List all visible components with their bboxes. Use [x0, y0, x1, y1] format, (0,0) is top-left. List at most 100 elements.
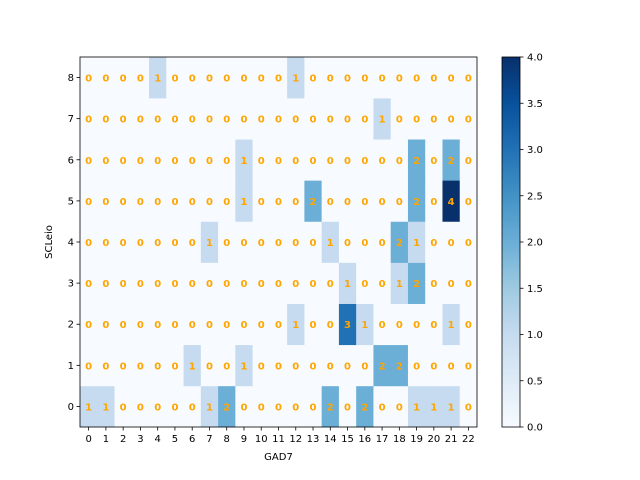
- heatmap-cell: [80, 139, 98, 181]
- cell-value-label: 0: [206, 320, 213, 331]
- cell-value-label: 2: [413, 279, 420, 290]
- cell-value-label: 0: [465, 361, 472, 372]
- heatmap-cell: [149, 262, 167, 304]
- heatmap-cell: [269, 98, 288, 140]
- cell-value-label: 0: [189, 74, 196, 85]
- y-tick-label: 4: [68, 238, 74, 249]
- x-tick-label: 11: [272, 434, 285, 445]
- cell-value-label: 0: [154, 361, 161, 372]
- cell-value-label: 0: [171, 115, 178, 126]
- x-tick-label: 3: [137, 434, 143, 445]
- heatmap-cell: [338, 221, 357, 263]
- heatmap-cell: [114, 180, 133, 222]
- cell-value-label: 0: [379, 402, 386, 413]
- cell-value-label: 0: [154, 402, 161, 413]
- heatmap-cell: [287, 221, 305, 263]
- colorbar-tick-label: 4.0: [527, 53, 543, 64]
- cell-value-label: 0: [258, 238, 265, 249]
- cell-value-label: 0: [137, 156, 144, 167]
- cell-value-label: 1: [448, 402, 455, 413]
- heatmap-cell: [200, 98, 219, 140]
- cell-value-label: 1: [189, 361, 196, 372]
- heatmap-cell: [269, 139, 288, 181]
- heatmap-cell: [269, 57, 288, 99]
- heatmap-cell: [442, 98, 461, 140]
- y-tick-label: 3: [68, 279, 74, 290]
- cell-value-label: 0: [327, 320, 334, 331]
- cell-value-label: 0: [275, 361, 282, 372]
- heatmap-cell: [269, 221, 288, 263]
- heatmap-cell: [218, 303, 236, 346]
- heatmap-cell: [80, 385, 98, 428]
- heatmap-cell: [407, 385, 426, 428]
- cell-value-label: 2: [310, 197, 317, 208]
- cell-value-label: 0: [327, 197, 334, 208]
- heatmap-cell: [252, 303, 271, 346]
- heatmap-cell: [252, 139, 271, 181]
- cell-annotations: 1 1 0 0 0 0 0 1 2 0 0 0 0 0 2 0 2 0 0 1 1 1 00 0 0 0 0 0 1 0 0 1 0 0 0 0 0 0 0…: [85, 74, 472, 414]
- heatmap-cell: [321, 344, 340, 387]
- cell-value-label: 0: [275, 115, 282, 126]
- x-tick-label: 16: [358, 434, 371, 445]
- cell-value-label: 0: [171, 74, 178, 85]
- heatmap-cell: [407, 57, 426, 99]
- heatmap-cell: [373, 98, 391, 140]
- cell-value-label: 0: [258, 320, 265, 331]
- cell-value-label: 0: [120, 402, 127, 413]
- heatmap-cell: [97, 385, 115, 428]
- cell-value-label: 0: [413, 74, 420, 85]
- heatmap-cell: [338, 139, 357, 181]
- heatmap-cell: [218, 139, 236, 181]
- heatmap-cell: [149, 344, 167, 387]
- cell-value-label: 0: [85, 115, 92, 126]
- x-axis-label: GAD7: [264, 452, 293, 463]
- cell-value-label: 0: [120, 279, 127, 290]
- cell-value-label: 0: [154, 115, 161, 126]
- heatmap-cell: [149, 139, 167, 181]
- heatmap-cell: [166, 180, 184, 222]
- cell-value-label: 1: [327, 238, 334, 249]
- x-tick-label: 7: [206, 434, 212, 445]
- cell-value-label: 0: [137, 115, 144, 126]
- heatmap-cell: [183, 344, 202, 387]
- heatmap-cell: [183, 180, 202, 222]
- heatmap-cell: [304, 385, 322, 428]
- heatmap-cell: [97, 180, 115, 222]
- cell-value-label: 0: [310, 156, 317, 167]
- cell-value-label: 0: [448, 74, 455, 85]
- heatmap-cell: [269, 262, 288, 304]
- heatmap-cell: [235, 385, 253, 428]
- heatmap-cell: [442, 262, 461, 304]
- cell-value-label: 0: [396, 320, 403, 331]
- cell-value-label: 0: [120, 156, 127, 167]
- cell-value-label: 0: [120, 74, 127, 85]
- cell-value-label: 0: [379, 279, 386, 290]
- x-tick-label: 5: [172, 434, 178, 445]
- heatmap-cell: [459, 385, 478, 428]
- cell-value-label: 0: [430, 320, 437, 331]
- cell-value-label: 1: [344, 279, 351, 290]
- heatmap-cell: [304, 344, 322, 387]
- heatmap-cell: [235, 98, 253, 140]
- heatmap-cell: [80, 344, 98, 387]
- cell-value-label: 1: [430, 402, 437, 413]
- cell-value-label: 0: [258, 74, 265, 85]
- heatmap-cell: [321, 57, 340, 99]
- cell-value-label: 0: [258, 115, 265, 126]
- heatmap-cell: [269, 180, 288, 222]
- heatmap-cell: [356, 139, 374, 181]
- cell-value-label: 0: [171, 197, 178, 208]
- cell-value-label: 0: [137, 197, 144, 208]
- cell-value-label: 0: [396, 115, 403, 126]
- heatmap-cell: [149, 98, 167, 140]
- cell-value-label: 1: [240, 197, 247, 208]
- cell-value-label: 0: [292, 115, 299, 126]
- heatmap-cell: [114, 303, 133, 346]
- cell-value-label: 0: [448, 238, 455, 249]
- cell-value-label: 0: [240, 402, 247, 413]
- cell-value-label: 0: [310, 74, 317, 85]
- cell-value-label: 0: [240, 115, 247, 126]
- heatmap-cell: [304, 303, 322, 346]
- heatmap-cell: [459, 303, 478, 346]
- cell-value-label: 0: [258, 197, 265, 208]
